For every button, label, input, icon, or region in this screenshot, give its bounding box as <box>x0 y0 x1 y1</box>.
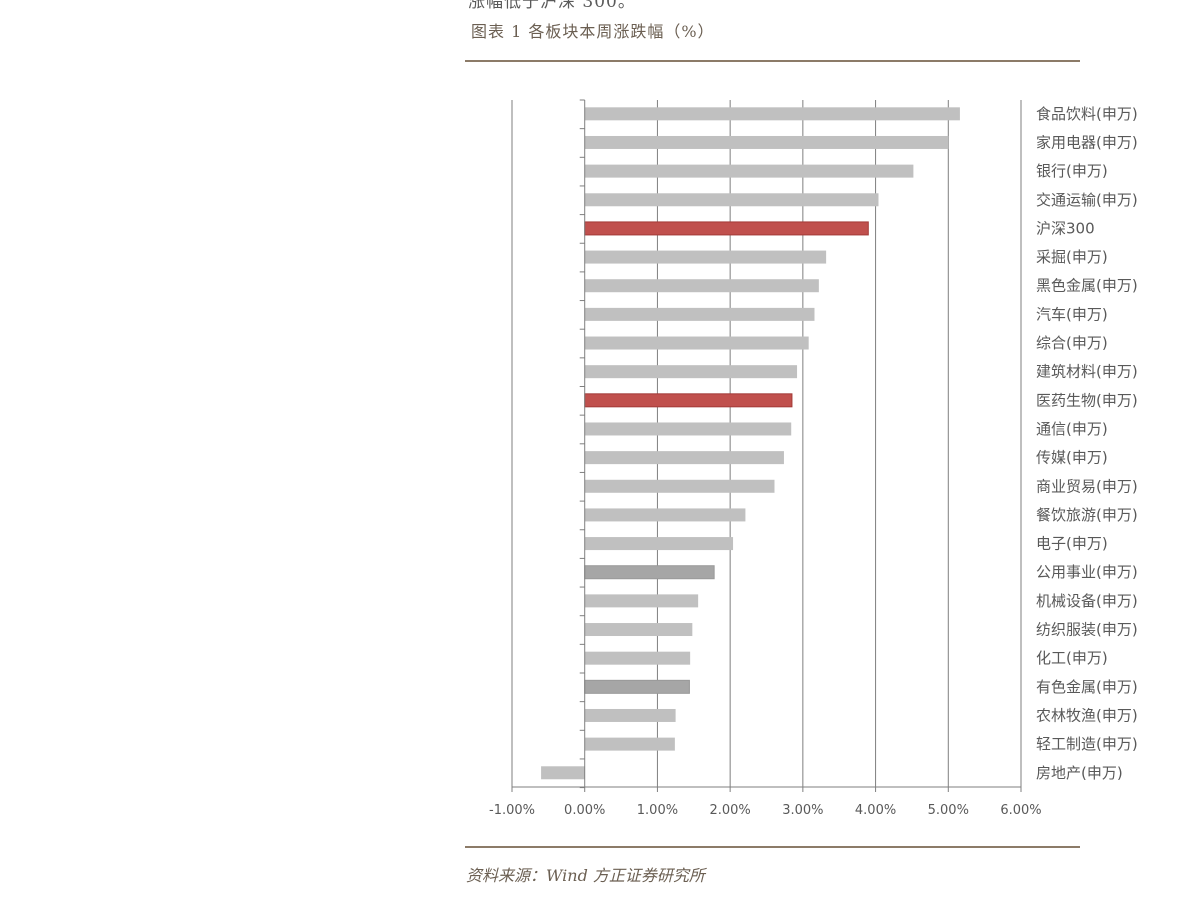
category-label: 家用电器(申万) <box>1036 133 1138 151</box>
x-tick-label: 1.00% <box>637 803 678 818</box>
category-label: 传媒(申万) <box>1036 449 1108 467</box>
x-tick-label: 2.00% <box>709 803 750 818</box>
category-label: 医药生物(申万) <box>1036 391 1138 409</box>
x-tick-label: 0.00% <box>564 803 605 818</box>
bar <box>584 135 949 149</box>
bar <box>584 623 693 637</box>
bar <box>584 594 699 608</box>
bar <box>584 279 819 293</box>
bar <box>584 336 809 350</box>
category-label: 化工(申万) <box>1036 649 1108 667</box>
bar <box>541 766 585 780</box>
top-divider <box>465 60 1080 62</box>
bar <box>584 193 879 207</box>
bar <box>584 537 734 551</box>
bar <box>584 422 792 436</box>
x-tick-label: -1.00% <box>489 803 535 818</box>
category-label: 商业贸易(申万) <box>1036 477 1138 495</box>
bar <box>584 737 675 751</box>
x-tick-label: 4.00% <box>855 803 896 818</box>
category-label: 交通运输(申万) <box>1036 191 1138 209</box>
category-label: 公用事业(申万) <box>1036 563 1138 581</box>
preceding-paragraph-text: 涨幅低于沪深 300。 <box>468 0 636 12</box>
category-label: 餐饮旅游(申万) <box>1036 506 1138 524</box>
bar <box>584 451 784 465</box>
x-tick-label: 6.00% <box>1000 803 1041 818</box>
bar <box>584 307 815 321</box>
bar <box>584 250 827 264</box>
bar <box>584 679 690 694</box>
bar <box>584 651 691 665</box>
category-label: 房地产(申万) <box>1036 764 1123 782</box>
category-label: 采掘(申万) <box>1036 248 1108 266</box>
bar <box>584 708 676 722</box>
bar <box>584 164 914 178</box>
category-label: 机械设备(申万) <box>1036 592 1138 610</box>
bar <box>584 479 775 493</box>
x-tick-label: 5.00% <box>928 803 969 818</box>
category-label: 银行(申万) <box>1036 162 1108 180</box>
category-label: 农林牧渔(申万) <box>1036 706 1138 724</box>
category-label: 食品饮料(申万) <box>1036 105 1138 123</box>
category-label: 汽车(申万) <box>1036 305 1108 323</box>
bar <box>584 221 869 236</box>
category-label: 电子(申万) <box>1036 535 1108 553</box>
category-label: 纺织服装(申万) <box>1036 621 1138 639</box>
x-tick-label: 3.00% <box>782 803 823 818</box>
bar <box>584 107 960 121</box>
bar <box>584 508 746 522</box>
category-label: 轻工制造(申万) <box>1036 735 1138 753</box>
category-label: 综合(申万) <box>1036 334 1108 352</box>
category-label: 黑色金属(申万) <box>1036 277 1138 295</box>
source-note: 资料来源：Wind 方正证券研究所 <box>466 866 705 885</box>
category-label: 建筑材料(申万) <box>1036 363 1138 381</box>
bar <box>584 365 798 379</box>
category-label: 沪深300 <box>1036 219 1095 237</box>
category-label: 通信(申万) <box>1036 420 1108 438</box>
category-label: 有色金属(申万) <box>1036 678 1138 696</box>
bar <box>584 565 715 580</box>
bottom-divider <box>465 846 1080 848</box>
bar <box>584 393 793 408</box>
chart-title: 图表 1 各板块本周涨跌幅（%） <box>471 22 715 41</box>
